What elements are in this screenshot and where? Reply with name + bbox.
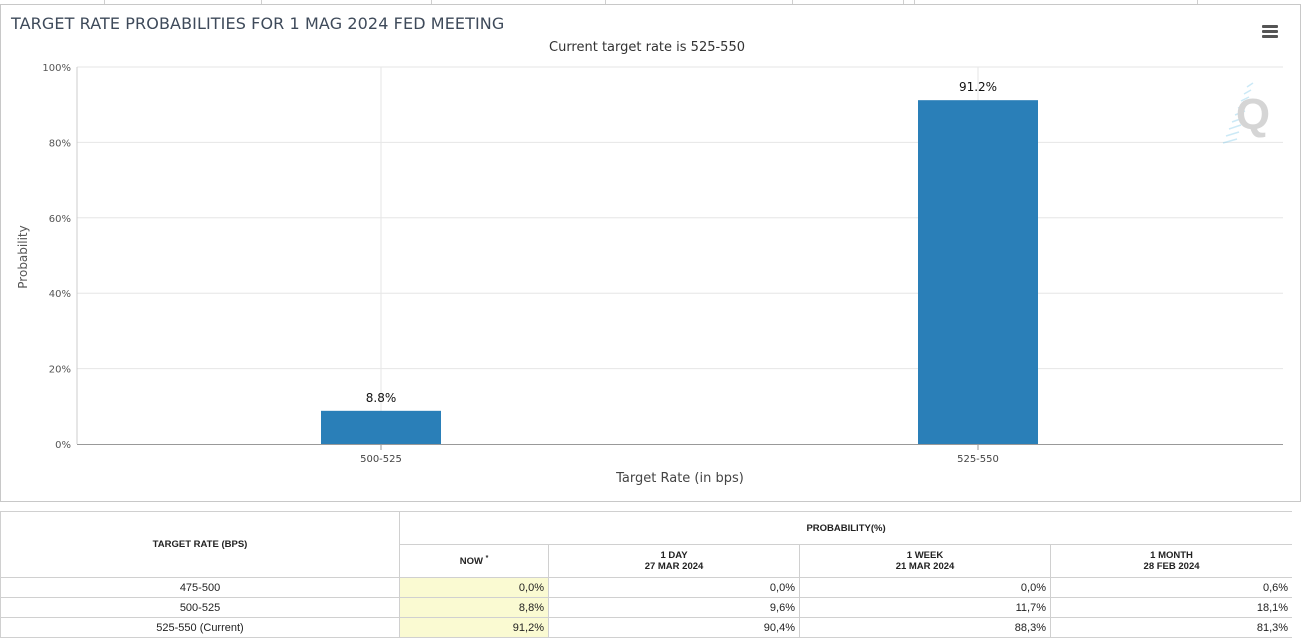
- y-tick-label: 60%: [49, 214, 71, 225]
- watermark-stripe: [1243, 89, 1252, 95]
- y-tick-label: 100%: [42, 63, 71, 74]
- x-tick-label: 500-525: [360, 454, 402, 465]
- watermark-logo: Q: [1222, 82, 1270, 144]
- chart-subtitle: Current target rate is 525-550: [549, 40, 745, 55]
- table-row: 500-525 8,8% 9,6% 11,7% 18,1%: [0, 597, 1292, 618]
- one-week-cell: 0,0%: [799, 577, 1051, 598]
- column-date-1-day: 27 MAR 2024: [644, 561, 704, 572]
- y-tick-label: 0%: [55, 440, 71, 451]
- watermark-stripe: [1225, 131, 1240, 137]
- data-label: 91.2%: [959, 80, 997, 94]
- y-tick-label: 20%: [49, 365, 71, 376]
- now-cell: 91,2%: [399, 617, 549, 638]
- probability-table-wrap: TARGET RATE (BPS) PROBABILITY(%) NOW * 1…: [0, 511, 1292, 643]
- watermark-stripe: [1240, 96, 1250, 102]
- column-date-1-month: 28 FEB 2024: [1143, 561, 1200, 572]
- now-marker: *: [485, 554, 489, 562]
- watermark-letter: Q: [1236, 90, 1270, 139]
- chart-title: TARGET RATE PROBABILITIES FOR 1 MAG 2024…: [11, 14, 505, 33]
- probability-table: TARGET RATE (BPS) PROBABILITY(%) NOW * 1…: [0, 511, 1292, 638]
- table-row: 475-500 0,0% 0,0% 0,0% 0,6%: [0, 577, 1292, 598]
- x-axis-title: Target Rate (in bps): [615, 471, 744, 486]
- bar: [918, 100, 1038, 445]
- watermark-stripe: [1222, 138, 1238, 144]
- rate-cell: 475-500: [0, 577, 400, 598]
- bar: [321, 410, 441, 444]
- rate-cell: 525-550 (Current): [0, 617, 400, 638]
- watermark-stripe: [1228, 124, 1242, 130]
- now-cell: 0,0%: [399, 577, 549, 598]
- watermark-stripe: [1231, 117, 1244, 123]
- watermark-stripe: [1234, 110, 1246, 116]
- one-day-cell: 90,4%: [548, 617, 800, 638]
- x-tick-label: 525-550: [957, 454, 999, 465]
- rate-cell: 500-525: [0, 597, 400, 618]
- target-rate-header: TARGET RATE (BPS): [0, 511, 400, 578]
- column-label-1-day: 1 DAY: [660, 550, 688, 561]
- y-tick-label: 80%: [49, 138, 71, 149]
- one-week-cell: 88,3%: [799, 617, 1051, 638]
- column-header-now: NOW *: [399, 544, 549, 578]
- column-header-1-month: 1 MONTH 28 FEB 2024: [1049, 544, 1292, 578]
- column-header-1-day: 1 DAY 27 MAR 2024: [548, 544, 800, 578]
- one-day-cell: 0,0%: [548, 577, 800, 598]
- hamburger-menu-icon[interactable]: [1261, 25, 1279, 39]
- table-row: 525-550 (Current) 91,2% 90,4% 88,3% 81,3…: [0, 617, 1292, 638]
- chart-panel: 0% 20% 40% 60% 80% 100% 8.8% 500-525 91.2% 525-55…: [0, 4, 1301, 502]
- y-axis-title: Probability: [16, 225, 30, 288]
- watermark-stripe: [1246, 82, 1254, 88]
- one-month-cell: 0,6%: [1049, 577, 1292, 598]
- bar-chart: 0% 20% 40% 60% 80% 100% 8.8% 500-525 91.2% 525-55…: [16, 63, 1283, 486]
- column-date-1-week: 21 MAR 2024: [895, 561, 955, 572]
- one-week-cell: 11,7%: [799, 597, 1051, 618]
- column-label-now: NOW: [459, 556, 483, 568]
- one-month-cell: 18,1%: [1049, 597, 1292, 618]
- one-month-cell: 81,3%: [1049, 617, 1292, 638]
- y-tick-label: 40%: [49, 289, 71, 300]
- column-label-1-week: 1 WEEK: [906, 550, 944, 561]
- now-cell: 8,8%: [399, 597, 549, 618]
- top-tab-strip: [0, 0, 1303, 4]
- watermark-stripe: [1237, 103, 1248, 109]
- probability-header: PROBABILITY(%): [398, 511, 1292, 545]
- column-label-1-month: 1 MONTH: [1150, 550, 1193, 561]
- column-header-1-week: 1 WEEK 21 MAR 2024: [799, 544, 1051, 578]
- one-day-cell: 9,6%: [548, 597, 800, 618]
- data-label: 8.8%: [366, 391, 397, 405]
